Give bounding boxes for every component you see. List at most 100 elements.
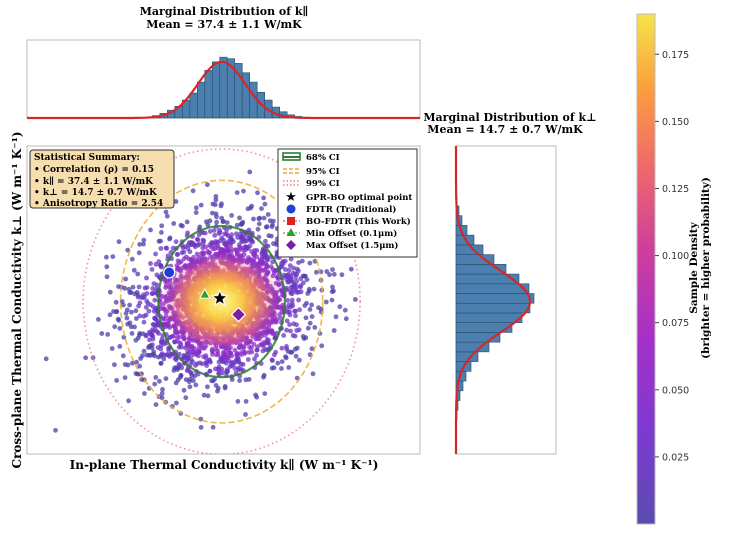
right-hist-bar-14 <box>455 273 520 285</box>
scatter-point <box>186 355 192 361</box>
scatter-point <box>109 346 115 351</box>
scatter-point <box>193 205 199 211</box>
scatter-point <box>127 302 132 308</box>
scatter-point <box>158 246 164 251</box>
scatter-point <box>245 206 251 212</box>
scatter-point <box>196 241 202 247</box>
scatter-point <box>285 298 291 303</box>
scatter-point <box>189 242 195 247</box>
scatter-point <box>141 348 147 354</box>
scatter-point <box>224 243 230 248</box>
scatter-point <box>135 371 141 377</box>
scatter-point <box>187 384 193 390</box>
scatter-point <box>243 244 249 250</box>
scatter-point <box>287 263 293 268</box>
scatter-point <box>159 230 164 235</box>
scatter-point <box>135 271 141 277</box>
scatter-point <box>139 377 145 382</box>
scatter-point <box>293 313 298 319</box>
scatter-point <box>43 356 49 362</box>
scatter-point <box>143 333 149 339</box>
scatter-point <box>144 275 149 281</box>
joint-ylabel: Cross-plane Thermal Conductivity k⊥ (W m… <box>10 132 24 469</box>
scatter-point <box>159 395 165 401</box>
scatter-point <box>254 353 259 358</box>
scatter-point <box>123 276 128 282</box>
scatter-point <box>287 309 292 315</box>
scatter-point <box>178 344 184 350</box>
right-hist-bar-12 <box>455 293 535 304</box>
scatter-point <box>153 317 159 322</box>
scatter-point <box>331 328 337 333</box>
legend-label-99ci: 99% CI <box>306 179 340 189</box>
scatter-point <box>217 227 222 233</box>
scatter-point <box>294 322 299 328</box>
marker-gpr-bo-star <box>210 289 229 307</box>
scatter-point <box>348 266 354 272</box>
scatter-point <box>327 272 332 278</box>
scatter-point <box>207 368 213 374</box>
scatter-point <box>243 399 249 404</box>
scatter-point <box>329 297 335 303</box>
scatter-point <box>304 277 310 282</box>
scatter-point <box>249 203 255 209</box>
scatter-point <box>343 316 349 322</box>
scatter-point <box>238 222 244 227</box>
scatter-point <box>271 365 277 371</box>
scatter-point <box>180 245 186 251</box>
right-marginal-fit-curve <box>454 146 532 454</box>
legend-frame <box>277 148 418 258</box>
scatter-point <box>294 279 299 284</box>
scatter-point <box>144 285 150 290</box>
scatter-point <box>270 222 275 228</box>
scatter-point <box>284 327 289 333</box>
scatter-point <box>247 169 253 175</box>
confidence-ellipses <box>82 148 361 454</box>
scatter-point <box>149 267 155 272</box>
summary-line-k-parallel: • k∥ = 37.4 ± 1.1 W/mK <box>34 176 154 187</box>
summary-line-k-perp: • k⊥ = 14.7 ± 0.7 W/mK <box>34 188 158 198</box>
scatter-point <box>203 244 209 250</box>
scatter-point <box>185 349 191 355</box>
scatter-point <box>263 347 268 352</box>
scatter-point <box>205 248 211 254</box>
scatter-point <box>290 284 296 290</box>
scatter-point <box>255 226 261 232</box>
scatter-point <box>236 242 242 248</box>
legend-label-max-offset: Max Offset (1.5μm) <box>306 240 398 251</box>
scatter-point <box>182 345 188 351</box>
legend-triangle-icon <box>286 228 296 236</box>
scatter-point <box>148 261 153 266</box>
scatter-point <box>207 229 213 234</box>
scatter-point <box>122 362 128 367</box>
scatter-point <box>265 212 271 217</box>
scatter-point <box>174 400 179 406</box>
scatter-point <box>159 223 165 229</box>
scatter-point <box>237 378 243 383</box>
scatter-point <box>150 333 156 339</box>
scatter-point <box>222 231 228 237</box>
scatter-point <box>181 387 187 393</box>
scatter-point <box>104 264 110 270</box>
scatter-point <box>201 238 207 244</box>
scatter-point <box>261 340 267 345</box>
summary-line-anisotropy: • Anisotropy Ratio = 2.54 <box>34 199 163 209</box>
scatter-point <box>205 182 210 188</box>
scatter-point <box>288 328 293 334</box>
scatter-point <box>129 309 134 315</box>
legend-label-bo-fdtr: BO-FDTR (This Work) <box>306 216 411 227</box>
scatter-point <box>290 333 296 338</box>
scatter-point <box>213 241 219 246</box>
scatter-point <box>112 362 117 368</box>
scatter-point <box>182 354 187 360</box>
scatter-point <box>213 194 219 199</box>
ci-ellipse-99-ci <box>82 148 361 454</box>
scatter-point <box>251 216 256 222</box>
scatter-point <box>289 300 295 306</box>
scatter-point <box>331 271 337 277</box>
legend-circle-icon <box>286 204 296 214</box>
scatter-point <box>143 304 149 310</box>
scatter-point <box>246 377 252 382</box>
scatter-point <box>189 373 195 378</box>
scatter-point <box>226 239 232 244</box>
